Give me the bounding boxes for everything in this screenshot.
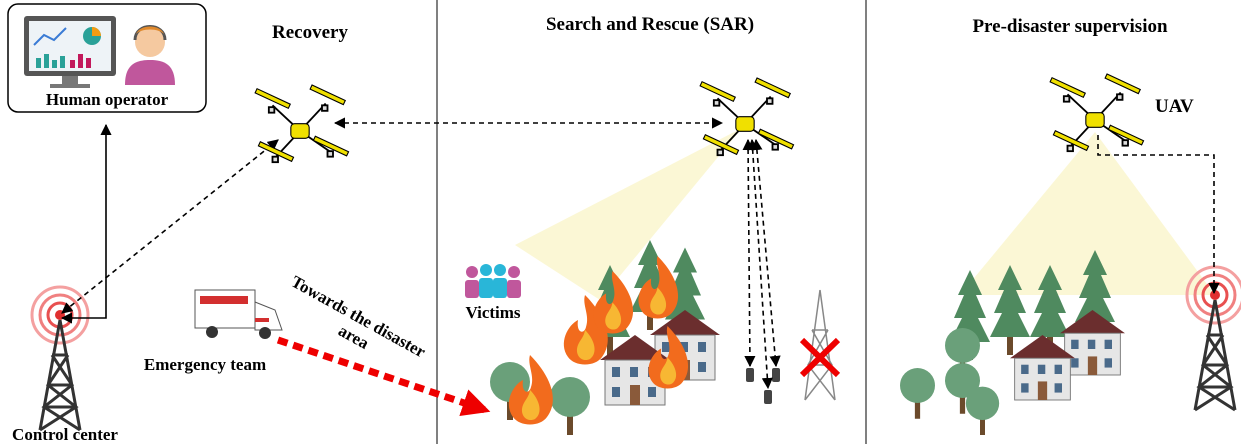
uav [255,85,348,162]
label-group: Towards the disaster area [278,272,429,379]
tree [550,377,590,435]
tree [966,387,999,435]
uav [700,78,793,155]
uav-beam [515,128,742,300]
label: Human operator [46,90,169,109]
panel-title: Pre-disaster supervision [972,16,1168,37]
label: UAV [1155,96,1194,117]
label: Control center [12,425,118,444]
panel-title: Search and Rescue (SAR) [546,14,754,35]
label: Victims [465,303,520,322]
phones [746,368,780,404]
diagram: Recovery Search and Rescue (SAR) Pre-dis… [0,0,1241,444]
ambulance [195,290,282,339]
tree [900,368,935,419]
link [62,140,278,313]
broken-tower [802,290,838,400]
control-tower [32,287,88,430]
panel-title: Recovery [272,22,348,43]
victims-icon [465,264,521,298]
route-arrow [278,340,485,410]
link [748,140,776,388]
tower [1187,267,1241,410]
label: Emergency team [144,355,266,374]
